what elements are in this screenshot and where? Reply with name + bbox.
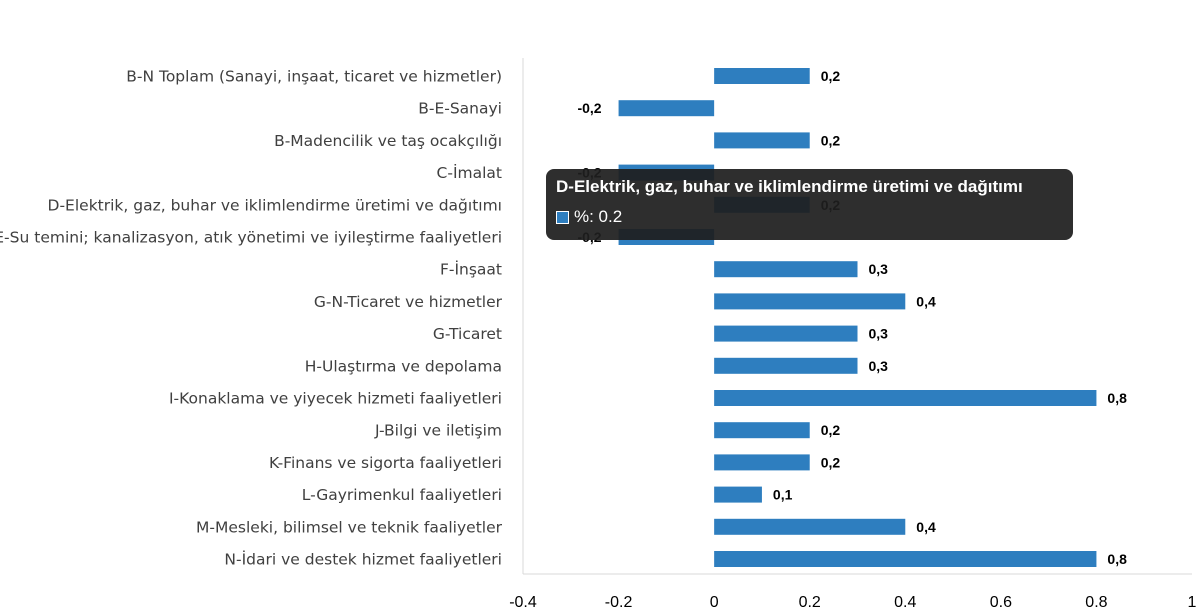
data-label: 0,8	[1107, 390, 1127, 406]
bar[interactable]	[714, 325, 858, 342]
data-label: 0,3	[869, 261, 889, 277]
category-label: M-Mesleki, bilimsel ve teknik faaliyetle…	[196, 518, 503, 536]
x-tick-label: -0.4	[509, 594, 537, 611]
data-label: 0,2	[821, 68, 841, 84]
data-label: 0,8	[1107, 551, 1127, 567]
tooltip-series-value: %: 0.2	[574, 207, 623, 226]
data-label: -0,2	[577, 100, 601, 116]
bar[interactable]	[714, 390, 1097, 406]
data-label: 0,4	[916, 519, 936, 535]
category-labels: B-N Toplam (Sanayi, inşaat, ticaret ve h…	[0, 68, 503, 569]
data-label: 0,2	[821, 422, 841, 438]
data-label: 0,1	[773, 487, 793, 503]
category-label: B-Madencilik ve taş ocakçılığı	[274, 132, 502, 150]
bar[interactable]	[714, 293, 906, 310]
x-tick-label: 0.6	[990, 594, 1012, 611]
category-label: J-Bilgi ve iletişim	[374, 422, 502, 440]
category-label: L-Gayrimenkul faaliyetleri	[302, 486, 502, 504]
category-label: G-N-Ticaret ve hizmetler	[314, 293, 503, 311]
category-label: B-E-Sanayi	[418, 100, 502, 118]
tooltip-series-row: %: 0.2	[556, 207, 1063, 227]
bar[interactable]	[714, 132, 810, 149]
category-label: D-Elektrik, gaz, buhar ve iklimlendirme …	[48, 196, 502, 214]
value-labels: 0,2-0,20,2-0,20,2-0,20,30,40,30,30,80,20…	[577, 68, 1127, 567]
data-label: 0,3	[869, 358, 889, 374]
data-label: 0,3	[869, 326, 889, 342]
x-tick-label: 0.2	[799, 594, 821, 611]
category-label: H-Ulaştırma ve depolama	[305, 357, 502, 375]
data-label: 0,2	[821, 132, 841, 148]
bar[interactable]	[714, 518, 906, 535]
x-tick-label: 0.8	[1085, 594, 1107, 611]
category-label: G-Ticaret	[433, 325, 502, 343]
bar[interactable]	[714, 357, 858, 374]
bar[interactable]	[714, 551, 1097, 567]
category-label: I-Konaklama ve yiyecek hizmeti faaliyetl…	[169, 390, 502, 408]
chart-tooltip: D-Elektrik, gaz, buhar ve iklimlendirme …	[546, 169, 1073, 240]
data-label: 0,2	[821, 454, 841, 470]
category-label: E-Su temini; kanalizasyon, atık yönetimi…	[0, 229, 502, 247]
data-label: 0,4	[916, 293, 936, 309]
category-label: C-İmalat	[437, 163, 502, 182]
tooltip-series-swatch	[556, 210, 569, 224]
tooltip-title: D-Elektrik, gaz, buhar ve iklimlendirme …	[556, 177, 1023, 196]
bars-group	[618, 68, 1097, 567]
axes	[522, 58, 1192, 575]
x-tick-label: 1	[1188, 594, 1197, 611]
x-tick-labels: -0.4 -0.2 0 0.2 0.4 0.6 0.8 1	[509, 594, 1196, 611]
bar[interactable]	[714, 454, 810, 471]
category-label: N-İdari ve destek hizmet faaliyetleri	[224, 550, 502, 569]
bar[interactable]	[714, 486, 762, 503]
bar[interactable]	[714, 261, 858, 278]
category-label: B-N Toplam (Sanayi, inşaat, ticaret ve h…	[126, 68, 502, 86]
category-label: K-Finans ve sigorta faaliyetleri	[269, 454, 502, 472]
x-tick-label: 0.4	[894, 594, 916, 611]
x-tick-label: 0	[710, 594, 719, 611]
category-label: F-İnşaat	[440, 260, 502, 279]
bar[interactable]	[618, 100, 715, 117]
bar[interactable]	[714, 68, 810, 84]
bar[interactable]	[714, 422, 810, 439]
x-tick-label: -0.2	[605, 594, 633, 611]
